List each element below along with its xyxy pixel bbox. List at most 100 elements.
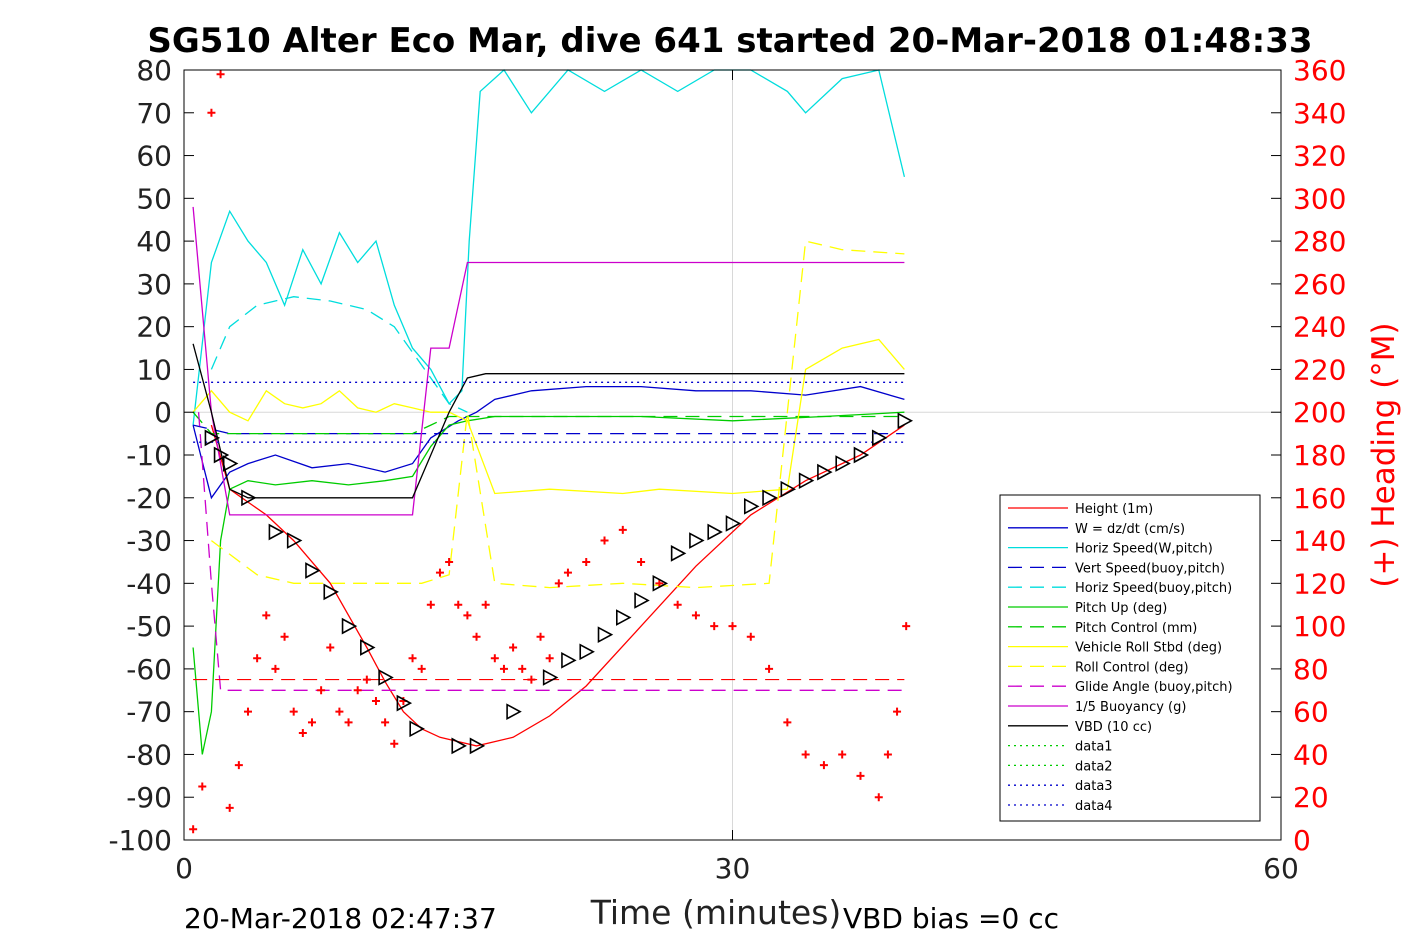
vbd-marker: [542, 669, 559, 686]
right-tick-label: 200: [1293, 396, 1346, 429]
right-tick-label: 320: [1293, 140, 1346, 173]
legend-label-8: Roll Control (deg): [1075, 660, 1189, 675]
vbd-marker: [360, 639, 376, 656]
heading-point: [618, 525, 627, 534]
series-line-8: [211, 240, 905, 589]
legend-box: [999, 494, 1261, 822]
vbd-marker: [853, 446, 870, 464]
right-tick-label: 260: [1293, 268, 1346, 301]
legend-label-6: Pitch Control (mm): [1075, 621, 1197, 636]
heading-point: [317, 686, 326, 695]
vbd-marker: [743, 497, 760, 515]
y-tick-label: -60: [126, 653, 172, 686]
heading-point: [362, 675, 371, 684]
heading-point: [637, 557, 646, 566]
heading-point: [728, 622, 737, 631]
vbd-marker: [378, 669, 394, 686]
heading-point: [746, 632, 755, 641]
heading-point: [262, 611, 271, 620]
vbd-marker: [469, 737, 486, 755]
legend-label-5: Pitch Up (deg): [1075, 601, 1167, 616]
heading-point: [801, 750, 810, 759]
heading-point: [893, 707, 902, 716]
right-tick-label: 60: [1293, 696, 1329, 729]
right-tick-label: 140: [1293, 525, 1346, 558]
heading-point: [216, 70, 225, 79]
series-line-3: [192, 424, 905, 435]
heading-point: [243, 707, 252, 716]
heading-point: [710, 622, 719, 631]
heading-point: [518, 664, 527, 673]
heading-point: [234, 761, 243, 770]
vbd-marker: [409, 720, 425, 738]
heading-point: [326, 643, 335, 652]
heading-point: [253, 654, 262, 663]
heading-point: [307, 718, 316, 727]
vbd-marker: [597, 626, 614, 644]
heading-point: [481, 600, 490, 609]
heading-point: [463, 611, 472, 620]
legend-label-0: Height (1m): [1075, 502, 1153, 517]
right-tick-label: 0: [1293, 824, 1311, 857]
heading-point: [435, 568, 444, 577]
heading-point: [408, 654, 417, 663]
y-tick-label: -90: [126, 781, 172, 814]
heading-point: [673, 600, 682, 609]
axis-ticks: 0 30 6080706050403020100-10-20-30-40-50-60…: [108, 54, 1346, 885]
footer-timestamp: 20-Mar-2018 02:47:37: [184, 902, 497, 935]
heading-point: [445, 557, 454, 566]
heading-point: [499, 664, 508, 673]
vbd-marker: [689, 532, 705, 549]
vbd-marker: [725, 515, 742, 532]
vbd-marker: [616, 609, 632, 626]
vbd-marker: [286, 532, 303, 549]
chart-title: SG510 Alter Eco Mar, dive 641 started 20…: [147, 21, 1312, 61]
right-tick-label: 280: [1293, 225, 1346, 258]
heading-point: [509, 643, 518, 652]
y-tick-label: 10: [136, 353, 172, 386]
heading-point: [536, 632, 545, 641]
right-tick-label: 180: [1293, 439, 1346, 472]
heading-point: [655, 579, 664, 588]
right-tick-label: 220: [1293, 353, 1346, 386]
right-tick-label: 240: [1293, 311, 1346, 344]
vbd-marker: [817, 463, 833, 481]
heading-point: [600, 536, 609, 545]
legend: Height (1m) W = dz/dt (cm/s) Horiz Speed(W…: [999, 494, 1261, 822]
vbd-marker: [871, 429, 888, 447]
series-line-4: [210, 296, 468, 413]
y-tick-label: -80: [126, 738, 172, 771]
vbd-marker: [897, 412, 914, 430]
legend-label-1: W = dz/dt (cm/s): [1075, 522, 1185, 537]
legend-label-11: VBD (10 cc): [1075, 720, 1152, 735]
heading-point: [527, 675, 536, 684]
y-tick-label: 0: [154, 396, 172, 429]
x-tick-label: 30: [715, 852, 751, 885]
series-line-7: [192, 338, 905, 495]
heading-point: [454, 600, 463, 609]
y-tick-label: 40: [136, 225, 172, 258]
series-line-10: [192, 206, 905, 516]
vbd-marker: [323, 583, 339, 601]
vbd-marker: [451, 737, 467, 755]
heading-point: [189, 825, 198, 834]
legend-label-2: Horiz Speed(W,pitch): [1075, 542, 1213, 557]
y-tick-label: 50: [136, 182, 172, 215]
vbd-marker: [780, 480, 797, 498]
heading-point: [883, 750, 892, 759]
y-tick-label: -40: [126, 567, 172, 600]
heading-point: [280, 632, 289, 641]
y-tick-label: -100: [108, 824, 172, 857]
vbd-marker: [241, 489, 257, 507]
right-tick-label: 340: [1293, 97, 1346, 130]
heading-point: [902, 622, 911, 631]
right-tick-label: 300: [1293, 182, 1346, 215]
y-tick-label: -10: [126, 439, 172, 472]
heading-point: [390, 739, 399, 748]
heading-point: [298, 729, 307, 738]
vbd-marker: [579, 643, 595, 661]
heading-point: [783, 718, 792, 727]
y-tick-label: 80: [136, 54, 172, 87]
series-line-9: [197, 412, 905, 691]
x-axis-label: Time (minutes): [590, 893, 842, 932]
